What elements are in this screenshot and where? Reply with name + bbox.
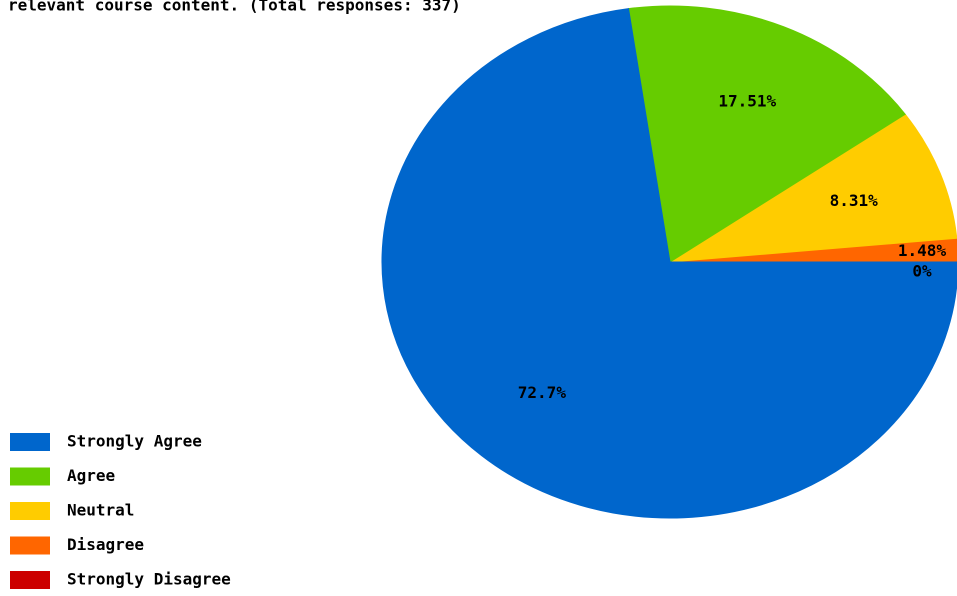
legend-swatch [10, 467, 50, 486]
legend-swatch [10, 502, 50, 520]
pie-slice [669, 113, 957, 263]
legend-swatch [10, 571, 50, 589]
slice-label: 1.48% [898, 241, 947, 260]
slice-label: 72.7% [518, 383, 567, 402]
legend-label: Disagree [67, 535, 144, 554]
slice-label: 17.51% [718, 92, 776, 111]
chart-title: relevant course content. (Total response… [8, 0, 461, 15]
legend-swatch [10, 536, 50, 555]
legend-swatch [10, 433, 50, 451]
legend-label: Agree [67, 466, 115, 485]
pie-slice [381, 8, 957, 519]
legend-label: Strongly Disagree [67, 570, 231, 589]
legend-label: Strongly Agree [67, 432, 202, 451]
legend-label: Neutral [67, 501, 134, 520]
slice-label: 8.31% [830, 191, 879, 210]
pie-slice [627, 5, 906, 263]
slice-label: 0% [912, 262, 932, 281]
